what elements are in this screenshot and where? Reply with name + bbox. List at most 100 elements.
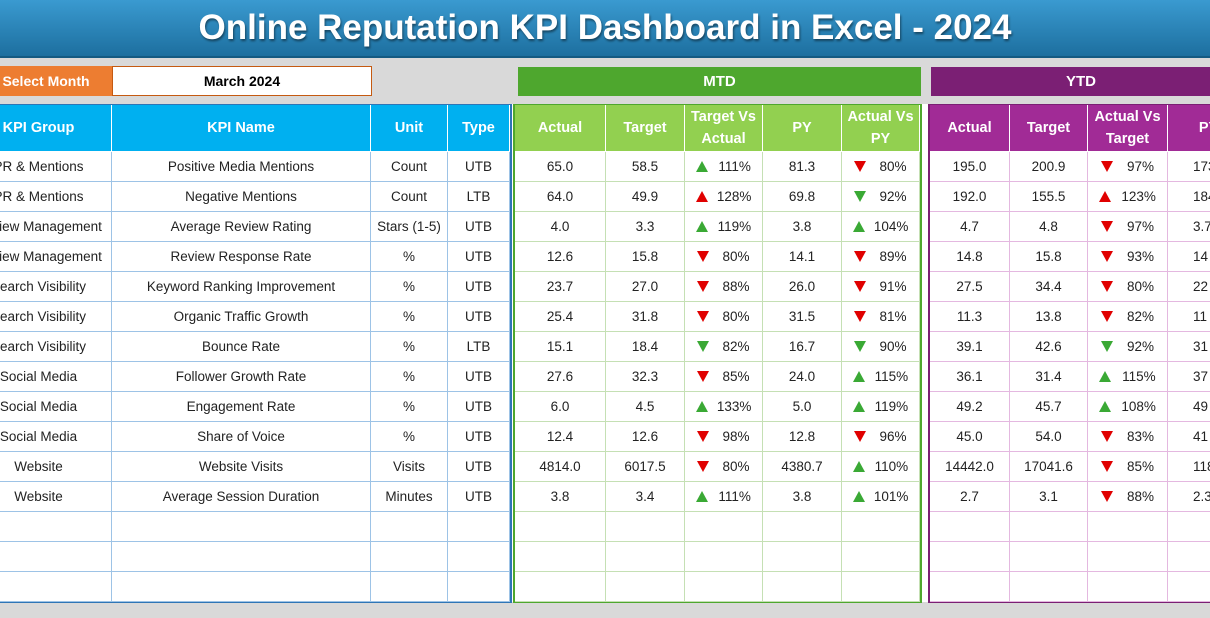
arrow-up: [695, 221, 708, 232]
empty-cell: [515, 512, 606, 542]
table-cell: 173: [1168, 152, 1210, 182]
table-cell: %: [371, 392, 448, 422]
arrow-down: [1100, 221, 1113, 232]
table-cell: Count: [371, 152, 448, 182]
percent-cell: 115%: [842, 362, 920, 392]
ytd-banner: YTD: [931, 67, 1210, 96]
arrow-up: [1099, 371, 1112, 382]
arrow-down: [1100, 251, 1113, 262]
table-cell: UTB: [448, 272, 510, 302]
table-cell: 42.6: [1010, 332, 1088, 362]
table-cell: 14.8: [930, 242, 1010, 272]
column-header: KPI Name: [112, 105, 371, 151]
arrow-down: [854, 281, 867, 292]
table-cell: 3.7: [1168, 212, 1210, 242]
table-cell: Average Review Rating: [112, 212, 371, 242]
table-cell: 81.3: [763, 152, 842, 182]
percent-value: 80%: [722, 459, 750, 474]
percent-cell: 88%: [1088, 482, 1168, 512]
table-cell: UTB: [448, 422, 510, 452]
table-cell: Social Media: [0, 362, 112, 392]
column-header: Target: [606, 105, 685, 151]
arrow-down: [1100, 161, 1113, 172]
month-selector[interactable]: March 2024: [112, 66, 372, 96]
table-cell: 27.6: [515, 362, 606, 392]
table-cell: Website: [0, 452, 112, 482]
empty-cell: [1010, 512, 1088, 542]
table-cell: Average Session Duration: [112, 482, 371, 512]
percent-cell: 97%: [1088, 212, 1168, 242]
percent-cell: 119%: [685, 212, 763, 242]
arrow-down: [854, 431, 867, 442]
percent-value: 88%: [722, 279, 750, 294]
table-cell: 54.0: [1010, 422, 1088, 452]
table-cell: 15.8: [606, 242, 685, 272]
percent-value: 110%: [874, 459, 909, 474]
table-cell: 14.1: [763, 242, 842, 272]
empty-cell: [930, 572, 1010, 602]
column-header: Type: [448, 105, 510, 151]
empty-cell: [606, 572, 685, 602]
table-cell: Follower Growth Rate: [112, 362, 371, 392]
empty-cell: [112, 512, 371, 542]
table-cell: 11.3: [930, 302, 1010, 332]
table-cell: %: [371, 272, 448, 302]
table-cell: 14: [1168, 242, 1210, 272]
arrow-down: [854, 191, 867, 202]
table-cell: 200.9: [1010, 152, 1088, 182]
table-cell: 12.6: [606, 422, 685, 452]
percent-cell: 104%: [842, 212, 920, 242]
table-cell: Social Media: [0, 422, 112, 452]
percent-value: 93%: [1126, 249, 1154, 264]
empty-cell: [0, 542, 112, 572]
percent-value: 104%: [873, 219, 909, 234]
empty-cell: [685, 512, 763, 542]
percent-value: 128%: [716, 189, 752, 204]
arrow-down: [854, 251, 867, 262]
table-cell: 3.8: [763, 482, 842, 512]
table-cell: Keyword Ranking Improvement: [112, 272, 371, 302]
percent-value: 115%: [874, 369, 909, 384]
empty-cell: [930, 512, 1010, 542]
empty-cell: [1088, 542, 1168, 572]
empty-cell: [0, 512, 112, 542]
empty-cell: [112, 572, 371, 602]
arrow-down: [854, 161, 867, 172]
table-cell: Search Visibility: [0, 302, 112, 332]
table-cell: 14442.0: [930, 452, 1010, 482]
arrow-up: [852, 461, 865, 472]
percent-value: 81%: [879, 309, 907, 324]
arrow-down: [1100, 281, 1113, 292]
empty-cell: [763, 542, 842, 572]
column-header: Actual Vs Target: [1088, 105, 1168, 151]
table-cell: 32.3: [606, 362, 685, 392]
empty-cell: [763, 512, 842, 542]
table-cell: Visits: [371, 452, 448, 482]
percent-value: 85%: [722, 369, 750, 384]
arrow-down: [1100, 461, 1113, 472]
select-month-label: Select Month: [0, 66, 112, 96]
percent-value: 98%: [722, 429, 750, 444]
percent-value: 97%: [1126, 159, 1154, 174]
percent-cell: 80%: [685, 242, 763, 272]
table-cell: 69.8: [763, 182, 842, 212]
percent-cell: 119%: [842, 392, 920, 422]
table-cell: %: [371, 362, 448, 392]
arrow-down: [697, 371, 710, 382]
table-cell: 24.0: [763, 362, 842, 392]
percent-value: 115%: [1122, 369, 1156, 384]
table-cell: Review Management: [0, 212, 112, 242]
percent-cell: 83%: [1088, 422, 1168, 452]
empty-cell: [448, 512, 510, 542]
arrow-down: [697, 281, 710, 292]
table-cell: 4.7: [930, 212, 1010, 242]
arrow-down: [697, 251, 710, 262]
empty-cell: [842, 572, 920, 602]
table-cell: 22: [1168, 272, 1210, 302]
table-cell: Engagement Rate: [112, 392, 371, 422]
table-cell: Stars (1-5): [371, 212, 448, 242]
table-cell: UTB: [448, 482, 510, 512]
table-cell: 5.0: [763, 392, 842, 422]
percent-value: 133%: [716, 399, 752, 414]
empty-cell: [448, 572, 510, 602]
